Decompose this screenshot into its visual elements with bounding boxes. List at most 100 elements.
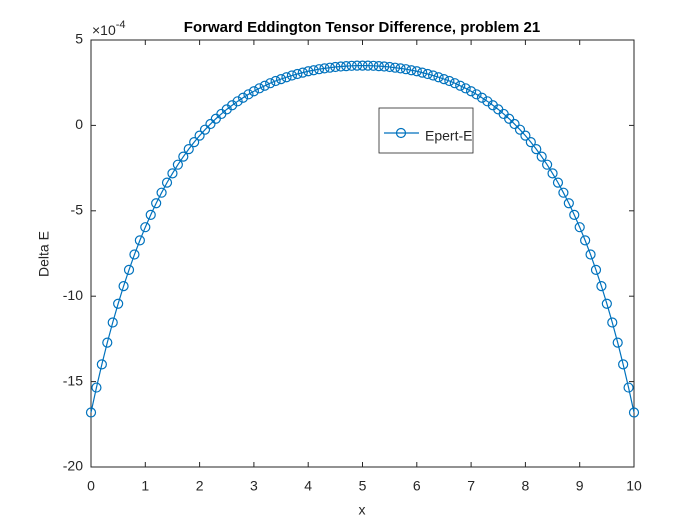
data-marker <box>161 177 173 188</box>
y-tick-label: -5 <box>71 202 84 218</box>
data-marker <box>433 72 444 83</box>
data-marker <box>237 92 249 103</box>
data-marker <box>368 60 379 71</box>
data-marker <box>172 159 183 170</box>
data-marker <box>123 264 135 275</box>
data-marker <box>270 75 281 87</box>
data-marker <box>254 83 265 94</box>
data-marker <box>422 68 433 80</box>
data-marker <box>259 80 270 91</box>
x-tick-label: 5 <box>359 478 367 494</box>
data-marker <box>476 92 488 103</box>
data-marker <box>151 198 162 209</box>
data-marker <box>449 78 460 89</box>
data-marker <box>607 317 618 328</box>
data-marker <box>292 68 303 80</box>
data-marker <box>96 359 107 370</box>
data-marker <box>113 298 124 309</box>
data-marker <box>427 70 439 81</box>
data-marker <box>346 60 357 71</box>
data-marker <box>319 63 330 74</box>
data-marker <box>297 67 308 78</box>
multiplier-power: -4 <box>116 19 126 31</box>
data-marker <box>129 249 140 260</box>
data-marker <box>232 96 243 107</box>
data-marker <box>520 130 531 141</box>
data-marker <box>400 64 412 75</box>
data-marker <box>156 187 167 198</box>
data-marker <box>303 66 314 77</box>
data-marker <box>569 209 580 220</box>
data-marker <box>618 359 629 370</box>
data-marker <box>205 118 216 130</box>
data-marker <box>308 65 319 76</box>
data-marker <box>601 298 612 309</box>
data-marker <box>411 66 422 77</box>
data-marker <box>509 118 520 130</box>
data-line <box>90 65 635 413</box>
data-marker <box>466 86 477 97</box>
data-marker <box>574 222 585 233</box>
data-marker <box>194 130 205 141</box>
data-marker <box>351 60 363 71</box>
data-marker <box>590 264 602 275</box>
y-axis-label: Delta E <box>36 231 52 277</box>
data-marker <box>324 62 336 73</box>
legend: Epert-E <box>378 107 474 154</box>
legend-label: Epert-E <box>425 128 472 144</box>
y-tick-label: -20 <box>63 458 83 474</box>
chart-title: Forward Eddington Tensor Difference, pro… <box>184 19 540 36</box>
data-marker <box>542 159 553 170</box>
data-marker <box>471 89 482 100</box>
data-marker <box>145 209 156 220</box>
data-marker <box>189 137 200 148</box>
data-marker <box>406 65 417 76</box>
x-tick-label: 9 <box>576 478 584 494</box>
data-marker <box>178 151 189 162</box>
x-tick-label: 6 <box>413 478 421 494</box>
x-tick-label: 7 <box>467 478 475 494</box>
data-marker <box>558 187 569 198</box>
data-marker <box>357 60 368 71</box>
data-marker <box>585 249 596 260</box>
multiplier-base: ×10 <box>92 22 116 38</box>
legend-box <box>378 107 474 154</box>
data-marker <box>563 198 574 209</box>
data-marker <box>547 168 558 179</box>
data-marker <box>531 144 542 155</box>
y-tick-label: -15 <box>63 372 83 388</box>
data-marker <box>389 62 401 73</box>
data-marker <box>243 89 254 100</box>
x-axis-label: x <box>359 502 366 518</box>
data-marker <box>460 83 471 94</box>
x-tick-label: 8 <box>522 478 530 494</box>
data-marker <box>167 168 178 179</box>
data-marker <box>514 124 526 135</box>
data-marker <box>379 61 390 72</box>
y-tick-label: -10 <box>63 287 83 303</box>
x-tick-label: 4 <box>304 478 312 494</box>
data-marker <box>525 137 536 148</box>
data-marker <box>341 61 352 72</box>
data-marker <box>281 72 292 83</box>
data-marker <box>140 222 151 233</box>
data-marker <box>612 337 623 348</box>
data-marker <box>91 382 102 393</box>
data-marker <box>183 144 194 155</box>
x-tick-label: 1 <box>141 478 149 494</box>
data-marker <box>373 61 384 72</box>
data-marker <box>335 61 346 72</box>
y-multiplier: ×10-4 <box>92 19 126 38</box>
x-tick-label: 0 <box>87 478 95 494</box>
x-tick-label: 10 <box>626 478 642 494</box>
data-marker <box>444 75 455 87</box>
data-marker <box>384 61 395 73</box>
data-marker <box>107 317 118 328</box>
data-marker <box>275 74 287 85</box>
data-marker <box>265 78 276 89</box>
y-tick-label: 5 <box>75 31 83 47</box>
data-marker <box>623 382 634 393</box>
data-marker <box>85 407 97 418</box>
